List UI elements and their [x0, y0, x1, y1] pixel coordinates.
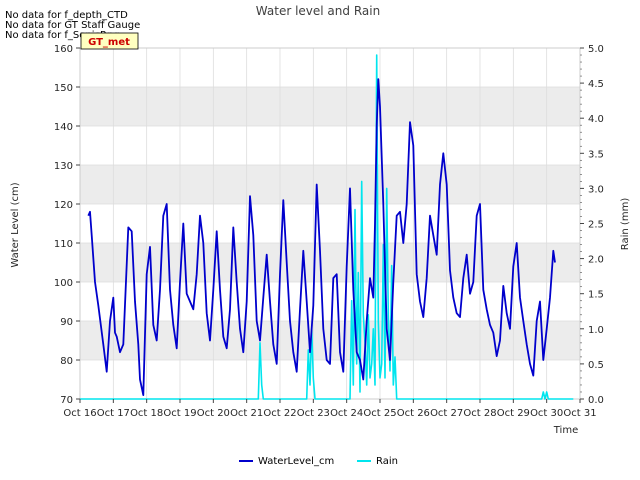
no-data-note-depth: No data for f_depth_CTD: [5, 10, 128, 21]
legend-rain-label: Rain: [376, 456, 398, 467]
x-tick-label: Oct 22: [263, 408, 296, 419]
x-axis-title: Time: [553, 425, 578, 436]
x-tick-label: Oct 24: [330, 408, 363, 419]
x-tick-label: Oct 17: [97, 408, 130, 419]
y2-tick-label: 2.0: [588, 255, 604, 266]
y2-tick-label: 5.0: [588, 44, 604, 55]
x-tick-label: Oct 27: [430, 408, 463, 419]
x-tick-label: Oct 21: [230, 408, 263, 419]
water-level-series: [87, 78, 556, 397]
legend-water-label: WaterLevel_cm: [258, 456, 334, 467]
rain-line: [80, 54, 574, 400]
site-badge-box: [80, 32, 139, 50]
y2-tick-label: 2.5: [588, 220, 604, 231]
y2-tick-label: 0.5: [588, 360, 604, 371]
x-tick-label: Oct 30: [530, 408, 563, 419]
y2-tick-label: 1.5: [588, 290, 604, 301]
x-tick-label: Oct 25: [363, 408, 396, 419]
y2-tick-label: 0.0: [588, 395, 604, 406]
y-tick-label: 70: [60, 395, 73, 406]
y-tick-label: 80: [60, 356, 73, 367]
y-tick-label: 140: [54, 122, 73, 133]
y2-tick-label: 3.5: [588, 149, 604, 160]
x-tick-label: Oct 18: [130, 408, 163, 419]
band-120: [80, 165, 580, 204]
x-tick-label: Oct 20: [197, 408, 230, 419]
chart-title: Water level and Rain: [256, 4, 380, 18]
y-tick-label: 160: [54, 44, 73, 55]
rain-series: [80, 54, 574, 400]
y2-tick-label: 1.0: [588, 325, 604, 336]
legend: WaterLevel_cm Rain: [239, 456, 398, 467]
band-140: [80, 87, 580, 126]
no-data-note-staff-gauge: No data for GT Staff Gauge: [5, 20, 140, 31]
x-tick-label: Oct 28: [463, 408, 496, 419]
y2-tick-label: 3.0: [588, 184, 604, 195]
y2-tick-label: 4.5: [588, 79, 604, 90]
x-tick-label: Oct 19: [163, 408, 196, 419]
band-100: [80, 243, 580, 282]
y-tick-label: 130: [54, 161, 73, 172]
plot-background-bands: [80, 87, 580, 360]
y-tick-label: 100: [54, 278, 73, 289]
y2-axis-title: Rain (mm): [620, 198, 631, 251]
x-tick-label: Oct 31: [563, 408, 596, 419]
x-axis: Oct 16 Oct 17 Oct 18 Oct 19 Oct 20 Oct 21 Oct …: [63, 399, 597, 419]
y-axis-title: Water Level (cm): [10, 182, 21, 267]
site-badge-label: GT_met: [88, 37, 130, 48]
y2-tick-label: 4.0: [588, 114, 604, 125]
y-tick-label: 150: [54, 83, 73, 94]
no-data-note-sonic: No data for f_SonicRng: [5, 30, 120, 41]
x-tick-label: Oct 23: [297, 408, 330, 419]
x-tick-label: Oct 29: [497, 408, 530, 419]
y-tick-label: 120: [54, 200, 73, 211]
y-tick-label: 90: [60, 317, 73, 328]
x-tick-label: Oct 16: [63, 408, 96, 419]
site-badge: GT_met: [80, 32, 139, 50]
y-axis-right: 0.0 0.5 1.0 1.5 2.0 2.5 3.0 3.5 4.0 4.5 5.0: [580, 44, 604, 406]
y-tick-label: 110: [54, 239, 73, 250]
water-level-line: [87, 78, 556, 397]
x-tick-label: Oct 26: [397, 408, 430, 419]
y-axis-left: 70 80 90 100 110 120 130 140 150 160: [54, 44, 80, 406]
